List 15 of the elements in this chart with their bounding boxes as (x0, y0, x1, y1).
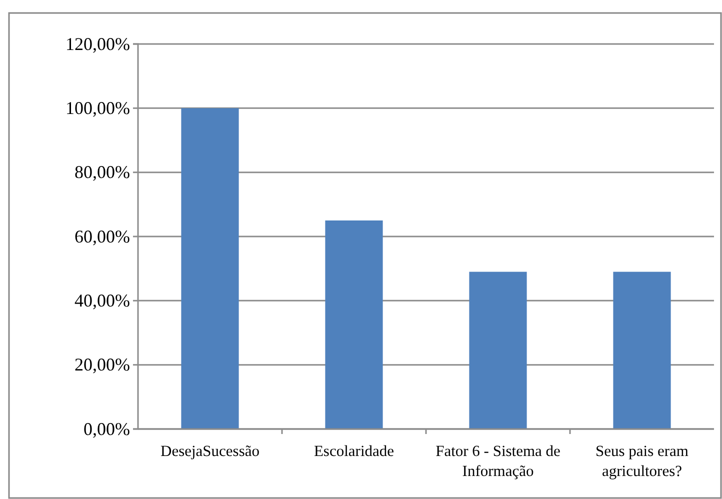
y-tick-label: 120,00% (66, 34, 130, 54)
y-tick-label: 100,00% (66, 98, 130, 118)
y-tick-label: 60,00% (74, 226, 130, 246)
bar (181, 108, 239, 429)
y-tick-label: 40,00% (74, 290, 130, 310)
bar (469, 272, 527, 429)
y-tick-label: 0,00% (84, 418, 130, 439)
x-tick-label: DesejaSucessão (160, 443, 260, 460)
bar (325, 220, 383, 429)
y-tick-label: 20,00% (74, 354, 130, 375)
y-tick-label: 80,00% (74, 162, 130, 182)
bar (613, 272, 671, 429)
x-tick-label: Escolaridade (314, 443, 394, 460)
x-tick-label: Seus pais eram agricultores? (596, 443, 688, 480)
x-tick-label: Fator 6 - Sistema de Informação (436, 443, 561, 480)
